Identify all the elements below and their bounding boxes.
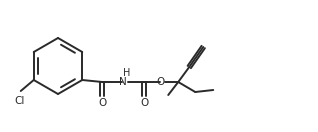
Text: N: N bbox=[119, 77, 127, 87]
Text: O: O bbox=[98, 98, 107, 108]
Text: Cl: Cl bbox=[15, 96, 25, 106]
Text: O: O bbox=[140, 98, 149, 108]
Text: O: O bbox=[156, 77, 164, 87]
Text: H: H bbox=[122, 68, 130, 78]
